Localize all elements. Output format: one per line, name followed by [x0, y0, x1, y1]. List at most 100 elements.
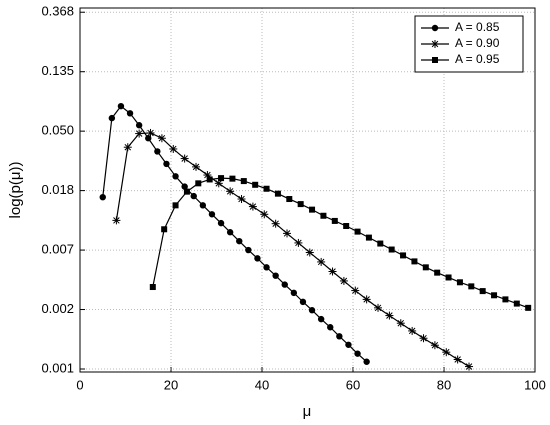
x-tick-label: 100 [524, 377, 546, 392]
marker [145, 135, 152, 142]
marker-stroke [431, 40, 439, 48]
marker [206, 176, 213, 183]
marker [343, 223, 350, 230]
y-tick-label: 0.002 [41, 301, 74, 316]
y-tick-label: 0.135 [41, 63, 74, 78]
marker [299, 298, 307, 306]
marker [157, 134, 166, 143]
legend-label: A = 0.95 [455, 52, 500, 66]
marker [297, 201, 304, 208]
marker [236, 237, 243, 245]
marker [308, 307, 316, 314]
marker-stroke [170, 145, 177, 153]
marker [112, 216, 121, 225]
series-line [152, 177, 529, 309]
marker [217, 219, 225, 227]
marker-stroke [158, 134, 166, 142]
x-tick-label: 60 [346, 377, 360, 392]
marker [327, 324, 334, 331]
marker-stroke [181, 155, 188, 162]
marker [190, 192, 197, 200]
marker [240, 178, 247, 185]
x-tick-label: 40 [255, 377, 269, 392]
marker [431, 40, 439, 48]
marker [320, 212, 327, 219]
marker [123, 143, 132, 152]
marker [149, 284, 156, 291]
marker [169, 144, 178, 153]
marker-stroke [226, 188, 234, 195]
marker [400, 252, 407, 259]
marker [283, 229, 292, 238]
marker-stroke [340, 277, 348, 285]
y-tick-label: 0.001 [41, 360, 74, 375]
y-tick-label: 0.018 [41, 182, 74, 197]
marker-stroke [374, 304, 382, 312]
marker [388, 246, 395, 253]
marker [108, 114, 116, 122]
marker [432, 57, 438, 63]
marker-stroke [454, 356, 461, 363]
marker [445, 274, 452, 281]
legend-label: A = 0.90 [455, 36, 500, 50]
marker-stroke [443, 348, 450, 356]
marker [465, 362, 474, 371]
marker [199, 202, 207, 209]
marker [419, 334, 428, 343]
marker [431, 24, 439, 32]
marker [363, 358, 370, 365]
marker [408, 326, 417, 335]
marker [218, 175, 225, 182]
marker [252, 181, 259, 188]
marker [317, 315, 325, 323]
marker [229, 175, 236, 182]
marker-stroke [386, 312, 393, 319]
legend-label: A = 0.85 [455, 20, 500, 34]
marker [272, 272, 279, 279]
marker [365, 234, 372, 241]
marker [385, 311, 394, 320]
marker [411, 258, 418, 265]
x-tick-label: 80 [437, 377, 451, 392]
marker [126, 110, 134, 117]
marker [290, 289, 298, 297]
plot-frame [79, 7, 536, 373]
marker-stroke [317, 258, 325, 266]
marker [430, 341, 439, 350]
marker-stroke [249, 203, 257, 210]
marker [195, 180, 202, 187]
marker-stroke [295, 239, 302, 247]
marker [354, 228, 361, 235]
marker [146, 128, 155, 137]
marker [305, 248, 314, 257]
marker [260, 210, 269, 219]
marker [172, 173, 179, 180]
marker [180, 154, 189, 163]
marker [336, 333, 343, 340]
marker-stroke [238, 195, 245, 203]
marker-stroke [465, 363, 473, 370]
marker-stroke [363, 296, 370, 303]
marker-stroke [124, 143, 132, 151]
marker [172, 202, 179, 209]
marker [525, 304, 532, 311]
marker-stroke [408, 327, 416, 335]
marker [237, 195, 246, 204]
marker [294, 238, 303, 247]
marker [263, 185, 270, 192]
marker [317, 257, 326, 266]
marker-stroke [329, 268, 336, 275]
plot-area [99, 102, 532, 371]
marker-stroke [192, 163, 200, 171]
marker [345, 341, 352, 348]
marker [135, 129, 144, 138]
marker-stroke [352, 287, 359, 294]
marker [208, 211, 216, 218]
marker [192, 162, 201, 171]
marker [183, 188, 190, 195]
marker [468, 283, 475, 290]
marker [286, 196, 293, 203]
marker [422, 264, 429, 271]
marker [99, 193, 106, 201]
